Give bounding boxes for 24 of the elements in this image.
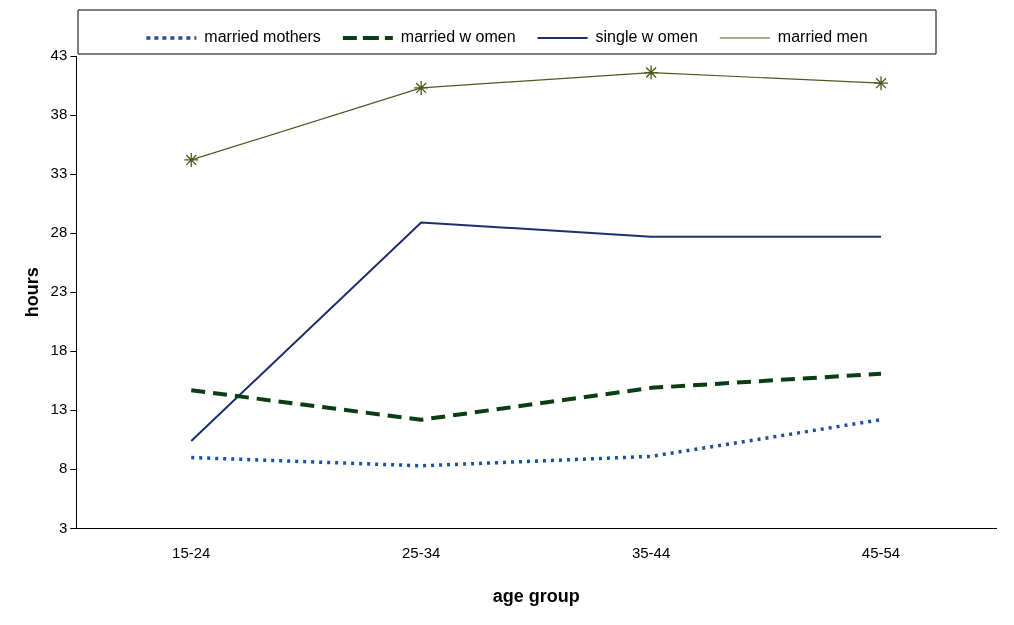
x-tick-label: 15-24 [172,543,211,561]
y-tick-label: 23 [50,282,68,300]
y-tick-label: 38 [50,105,68,123]
y-tick-label: 43 [50,46,68,64]
point [643,64,659,81]
legend-label: married w omen [400,28,516,46]
y-tick-label: 28 [50,223,68,241]
legend-label: married mothers [204,28,321,46]
x-axis-title: age group [492,586,580,607]
line-series [189,371,884,422]
x-tick-label: 25-34 [401,543,441,561]
x-tick-label: 45-54 [861,543,901,561]
y-tick-label: 3 [58,518,68,536]
y-tick-label: 13 [50,400,68,418]
y-tick-label: 33 [50,164,68,182]
point [183,152,199,168]
y-tick-label: 8 [58,459,68,477]
legend-label: single w omen [595,28,698,46]
point [413,80,429,96]
x-tick-label: 35-44 [631,543,671,561]
y-axis-title: hours [21,267,42,318]
y-tick-label: 18 [50,341,68,359]
point [873,75,889,91]
legend-label: married men [777,28,868,46]
